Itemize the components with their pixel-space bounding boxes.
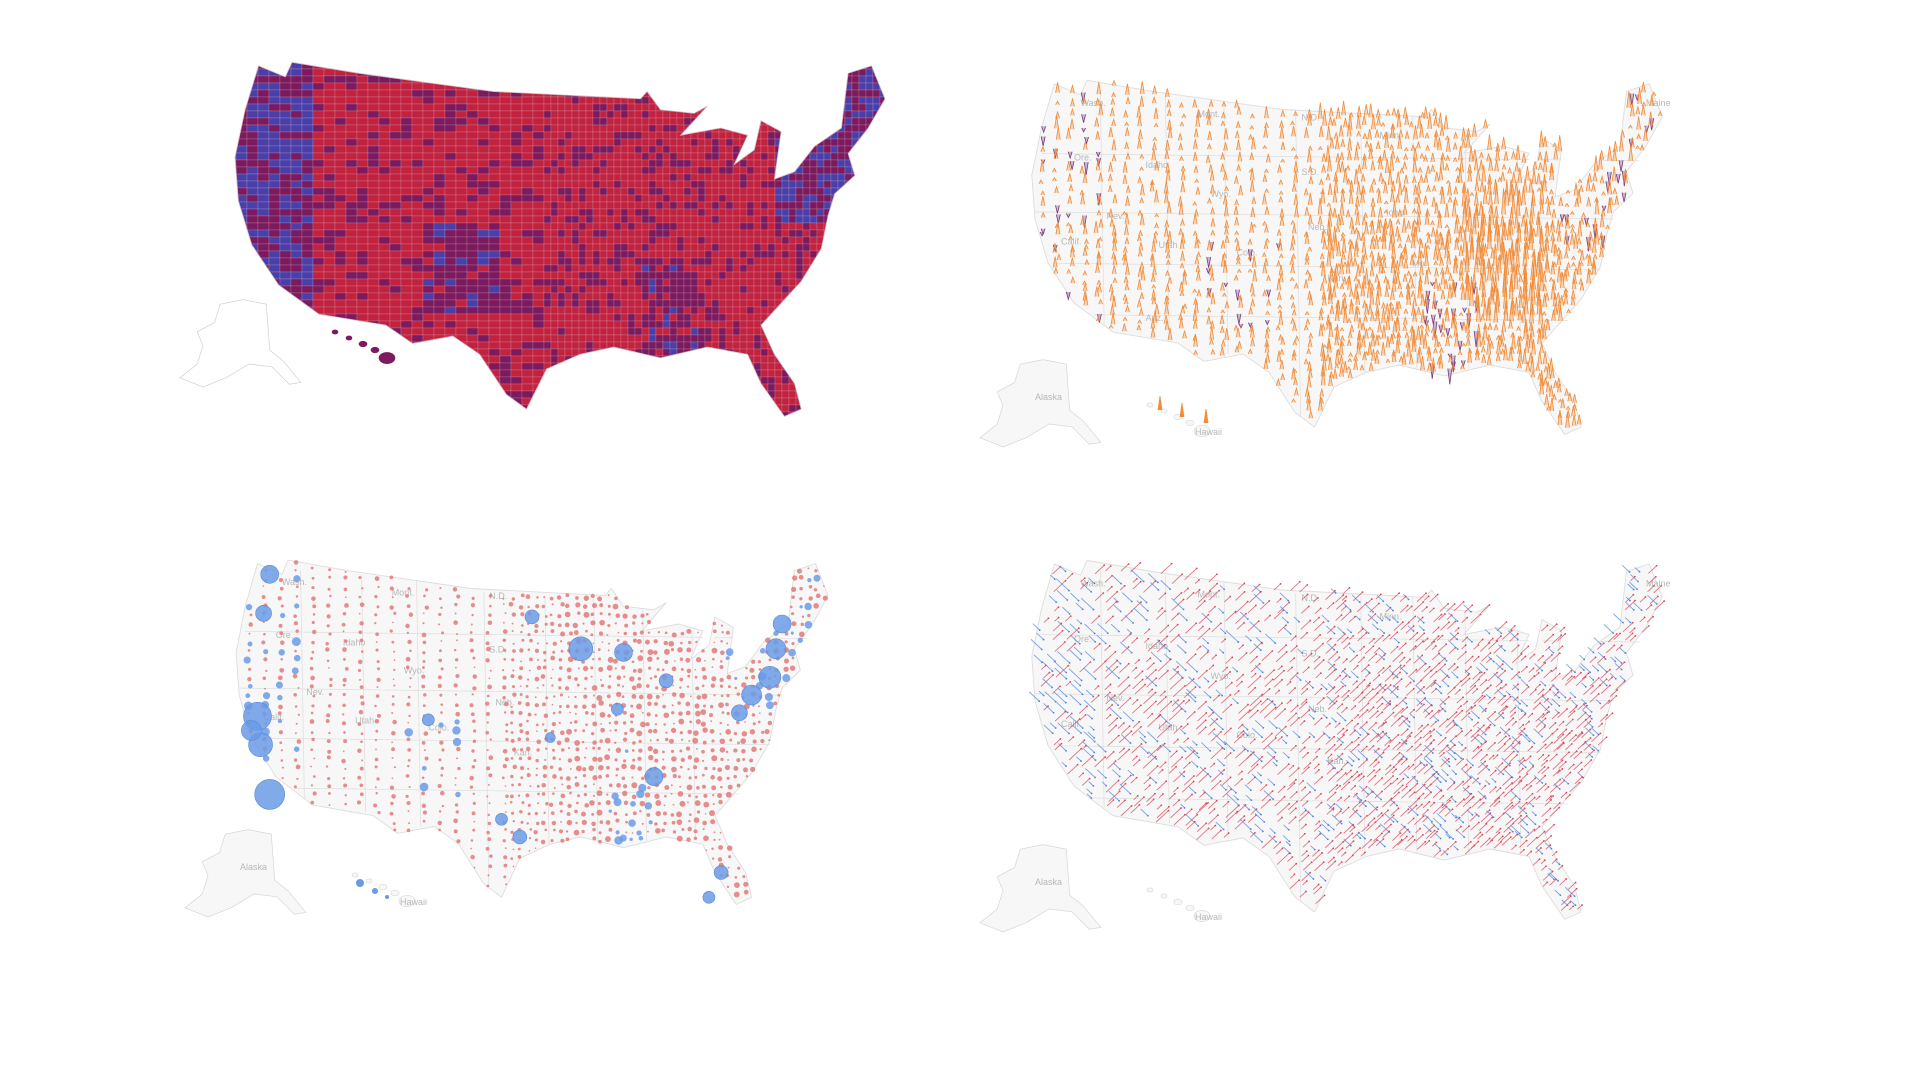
counties-layer (235, 62, 885, 417)
state-label: Calif. (1061, 719, 1082, 729)
state-label: Calif. (264, 712, 285, 722)
state-label: Hawaii (400, 897, 427, 907)
state-label: Minn. (1380, 131, 1402, 141)
state-label: Kan. (1328, 756, 1347, 766)
alaska-inset (179, 299, 302, 388)
state-label: Nev. (1107, 693, 1125, 703)
state-label: Ariz. (1146, 313, 1164, 323)
state-label: Idaho (343, 637, 366, 647)
arrow-shift-map: Wash.Ore.Calif.Nev.IdahoMont.Wyo.UtahCol… (979, 545, 1690, 960)
bubbles-svg: Wash. Ore. Calif. Nev. Idaho Mont. Wyo. Utah Col… (184, 559, 829, 918)
state-label: Minn. (1380, 612, 1402, 622)
state-label: Nev. (1107, 211, 1125, 221)
state-label: S.D. (489, 644, 507, 654)
state-label: Wash. (282, 577, 307, 587)
state-label: Wyo. (1211, 189, 1231, 199)
state-label: Colo. (1237, 248, 1258, 258)
arrows-svg: Wash.Ore.Calif.Nev.IdahoMont.Wyo.UtahCol… (979, 559, 1671, 933)
state-label: Alaska (240, 862, 267, 872)
state-label: Alaska (1035, 877, 1062, 887)
state-label: Ore. (276, 630, 294, 640)
state-label: Wyo. (404, 666, 424, 676)
state-label: Wash. (1081, 98, 1106, 108)
alaska-inset (184, 829, 416, 918)
state-label: N.D. (1302, 593, 1320, 603)
state-borders (1034, 91, 1640, 417)
state-label: Ore. (1074, 634, 1092, 644)
bubble-map: Wash. Ore. Calif. Nev. Idaho Mont. Wyo. Utah Col… (184, 545, 855, 945)
state-label: Hawaii (1195, 912, 1222, 922)
state-label: Nev. (306, 687, 324, 697)
alaska-inset (979, 844, 1211, 933)
state-label: S.D. (1302, 649, 1320, 659)
state-borders (1034, 571, 1640, 901)
state-label: Neb. (1308, 222, 1327, 232)
state-label: Kan. (514, 747, 533, 757)
state-label: Neb. (1308, 704, 1327, 714)
bubbles-layer (241, 560, 828, 904)
state-label: Mont. (392, 588, 415, 598)
state-label: Maine (1646, 578, 1671, 588)
state-label: N.D. (489, 591, 507, 601)
county-choropleth-map (179, 50, 915, 460)
state-label: Utah (355, 715, 374, 725)
state-label: Alaska (1035, 392, 1062, 402)
state-label: Wash. (1081, 578, 1106, 588)
state-label: Ore. (1074, 153, 1092, 163)
us-outline (234, 61, 886, 417)
spike-map: Wash. Ore. Calif. Nev. Idaho Mont. Wyo. Utah Ari… (979, 65, 1690, 475)
state-label: Idaho (1146, 641, 1169, 651)
state-label: Idaho (1146, 160, 1169, 170)
spikes-svg: Wash.Ore.Calif.Nev.IdahoMont.Wyo.UtahAri… (979, 79, 1671, 448)
alaska-inset (979, 359, 1211, 448)
us-land (1031, 79, 1663, 435)
state-label: Mo. (1412, 258, 1427, 268)
state-label: Hawaii (1195, 427, 1222, 437)
state-label: Calif. (1061, 237, 1082, 247)
state-label: Colo. (428, 723, 449, 733)
choropleth-svg (179, 61, 886, 417)
state-label: S.D. (1302, 167, 1320, 177)
state-label: Mont. (1198, 589, 1221, 599)
spikes-layer (1038, 79, 1663, 428)
arrows-layer (1028, 561, 1666, 911)
state-label: Mont. (1198, 109, 1221, 119)
us-land (235, 559, 829, 905)
state-label: Wyo. (1211, 671, 1231, 681)
state-label: Maine (1646, 98, 1671, 108)
hawaii-inset (331, 329, 396, 364)
